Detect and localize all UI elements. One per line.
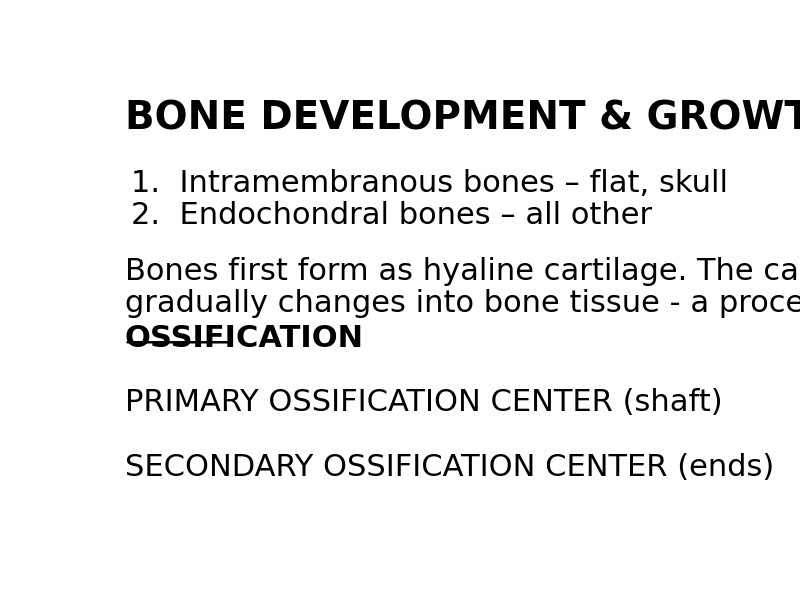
Text: BONE DEVELOPMENT & GROWTH: BONE DEVELOPMENT & GROWTH bbox=[125, 100, 800, 138]
Text: OSSIFICATION: OSSIFICATION bbox=[125, 324, 364, 353]
Text: 1.  Intramembranous bones – flat, skull: 1. Intramembranous bones – flat, skull bbox=[131, 169, 728, 198]
Text: PRIMARY OSSIFICATION CENTER (shaft): PRIMARY OSSIFICATION CENTER (shaft) bbox=[125, 388, 722, 418]
Text: 2.  Endochondral bones – all other: 2. Endochondral bones – all other bbox=[131, 202, 652, 230]
Text: SECONDARY OSSIFICATION CENTER (ends): SECONDARY OSSIFICATION CENTER (ends) bbox=[125, 453, 774, 482]
Text: gradually changes into bone tissue - a process called: gradually changes into bone tissue - a p… bbox=[125, 289, 800, 318]
Text: Bones first form as hyaline cartilage. The cartilage then: Bones first form as hyaline cartilage. T… bbox=[125, 257, 800, 286]
